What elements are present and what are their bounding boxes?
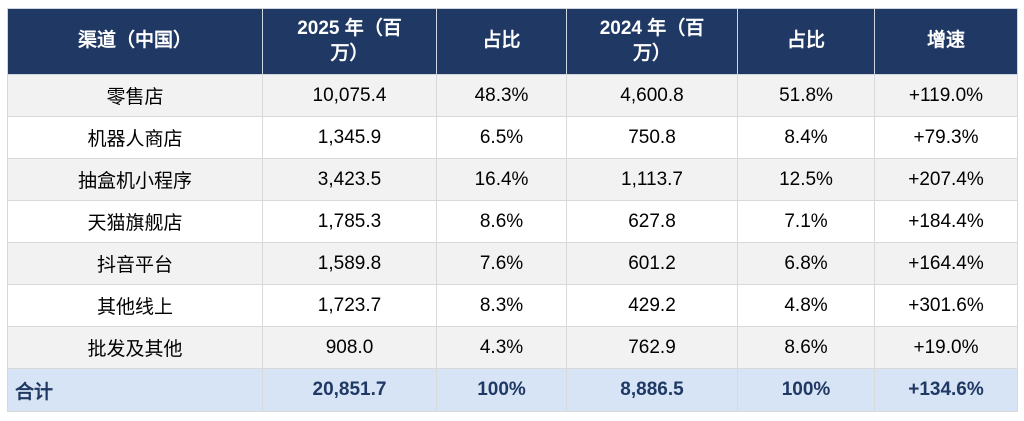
cell-2025-share: 8.6%	[436, 200, 567, 243]
cell-2024-value: 627.8	[566, 200, 738, 243]
total-row: 合计 20,851.7 100% 8,886.5 100% +134.6%	[7, 368, 1018, 412]
channel-revenue-table: 渠道（中国） 2025 年（百 万） 占比 2024 年（百 万） 占比 增速 …	[7, 8, 1018, 412]
cell-2025-value: 1,345.9	[262, 116, 437, 159]
total-label: 合计	[7, 368, 263, 412]
total-2024-share: 100%	[737, 368, 875, 412]
cell-2024-share: 8.6%	[737, 326, 875, 369]
cell-channel: 批发及其他	[7, 326, 263, 369]
cell-2025-share: 4.3%	[436, 326, 567, 369]
cell-growth: +207.4%	[874, 158, 1018, 201]
header-2024-share: 占比	[737, 8, 875, 75]
cell-2025-share: 7.6%	[436, 242, 567, 285]
table-row: 机器人商店 1,345.9 6.5% 750.8 8.4% +79.3%	[7, 116, 1018, 159]
cell-2025-value: 908.0	[262, 326, 437, 369]
cell-2025-value: 3,423.5	[262, 158, 437, 201]
cell-2025-value: 1,723.7	[262, 284, 437, 327]
cell-2025-share: 16.4%	[436, 158, 567, 201]
cell-2025-share: 8.3%	[436, 284, 567, 327]
total-2024-value: 8,886.5	[566, 368, 738, 412]
table-row: 批发及其他 908.0 4.3% 762.9 8.6% +19.0%	[7, 326, 1018, 369]
cell-2025-share: 6.5%	[436, 116, 567, 159]
cell-2025-value: 1,785.3	[262, 200, 437, 243]
cell-2024-value: 750.8	[566, 116, 738, 159]
cell-2024-value: 601.2	[566, 242, 738, 285]
cell-2024-value: 4,600.8	[566, 74, 738, 117]
header-2025-share: 占比	[436, 8, 567, 75]
cell-growth: +79.3%	[874, 116, 1018, 159]
cell-2024-value: 429.2	[566, 284, 738, 327]
cell-2025-share: 48.3%	[436, 74, 567, 117]
cell-2024-share: 8.4%	[737, 116, 875, 159]
cell-2024-share: 7.1%	[737, 200, 875, 243]
cell-channel: 抽盒机小程序	[7, 158, 263, 201]
cell-2024-share: 4.8%	[737, 284, 875, 327]
total-2025-share: 100%	[436, 368, 567, 412]
cell-growth: +164.4%	[874, 242, 1018, 285]
table-row: 抽盒机小程序 3,423.5 16.4% 1,113.7 12.5% +207.…	[7, 158, 1018, 201]
cell-channel: 零售店	[7, 74, 263, 117]
cell-2024-share: 12.5%	[737, 158, 875, 201]
cell-2024-share: 51.8%	[737, 74, 875, 117]
cell-channel: 机器人商店	[7, 116, 263, 159]
cell-2025-value: 1,589.8	[262, 242, 437, 285]
total-2025-value: 20,851.7	[262, 368, 437, 412]
cell-growth: +19.0%	[874, 326, 1018, 369]
cell-growth: +301.6%	[874, 284, 1018, 327]
cell-growth: +119.0%	[874, 74, 1018, 117]
table-row: 零售店 10,075.4 48.3% 4,600.8 51.8% +119.0%	[7, 74, 1018, 117]
cell-channel: 抖音平台	[7, 242, 263, 285]
cell-2024-share: 6.8%	[737, 242, 875, 285]
cell-channel: 其他线上	[7, 284, 263, 327]
header-2025-value: 2025 年（百 万）	[262, 8, 437, 75]
cell-2024-value: 762.9	[566, 326, 738, 369]
table-row: 天猫旗舰店 1,785.3 8.6% 627.8 7.1% +184.4%	[7, 200, 1018, 243]
cell-2024-value: 1,113.7	[566, 158, 738, 201]
cell-2025-value: 10,075.4	[262, 74, 437, 117]
header-channel: 渠道（中国）	[7, 8, 263, 75]
header-2024-value: 2024 年（百 万）	[566, 8, 738, 75]
table-row: 其他线上 1,723.7 8.3% 429.2 4.8% +301.6%	[7, 284, 1018, 327]
header-row: 渠道（中国） 2025 年（百 万） 占比 2024 年（百 万） 占比 增速	[7, 8, 1018, 75]
cell-channel: 天猫旗舰店	[7, 200, 263, 243]
header-growth: 增速	[874, 8, 1018, 75]
total-growth: +134.6%	[874, 368, 1018, 412]
table-row: 抖音平台 1,589.8 7.6% 601.2 6.8% +164.4%	[7, 242, 1018, 285]
cell-growth: +184.4%	[874, 200, 1018, 243]
